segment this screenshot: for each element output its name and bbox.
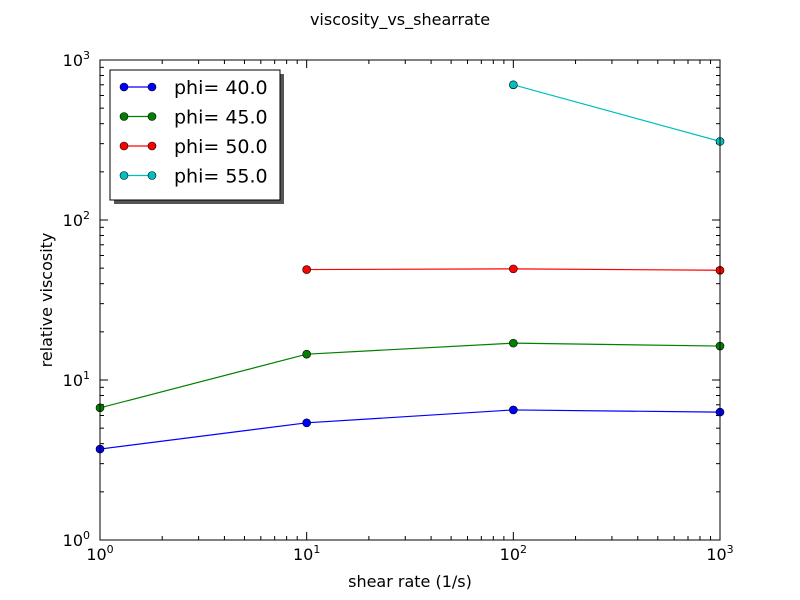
x-tick-label: 102 xyxy=(500,543,527,564)
legend-marker xyxy=(147,112,157,121)
data-point xyxy=(509,405,518,415)
x-tick-label: 100 xyxy=(86,543,113,564)
data-point xyxy=(302,418,311,428)
y-tick-label: 103 xyxy=(63,49,90,70)
legend-marker xyxy=(147,141,157,151)
axes-frame xyxy=(99,59,721,541)
legend-marker xyxy=(119,171,129,180)
data-point xyxy=(509,338,518,348)
chart-title: viscosity_vs_shearrate xyxy=(310,10,490,30)
y-tick-label: 101 xyxy=(63,369,90,390)
data-point xyxy=(509,264,518,274)
legend-marker xyxy=(119,82,129,92)
data-point xyxy=(302,349,311,359)
legend-marker xyxy=(119,112,129,121)
legend-label: phi= 55.0 xyxy=(174,166,268,188)
data-point xyxy=(302,265,311,274)
x-tick-label: 103 xyxy=(706,543,733,564)
y-axis-label: relative viscosity xyxy=(37,233,56,368)
y-tick-label: 102 xyxy=(63,209,90,230)
series-line xyxy=(513,84,721,142)
data-point xyxy=(509,80,518,90)
x-tick-label: 101 xyxy=(293,543,320,564)
series-line xyxy=(99,409,721,450)
legend-marker xyxy=(147,82,157,92)
legend-marker xyxy=(119,141,129,151)
legend-marker xyxy=(147,171,157,180)
legend-label: phi= 50.0 xyxy=(174,136,268,158)
legend-label: phi= 45.0 xyxy=(174,107,268,129)
series-line xyxy=(99,342,721,409)
x-axis-label: shear rate (1/s) xyxy=(348,572,472,591)
legend-box xyxy=(109,69,281,201)
legend-label: phi= 40.0 xyxy=(174,77,268,99)
legend: phi= 40.0 phi= 45.0 phi= 50.0 phi= 55.0 xyxy=(109,69,284,204)
